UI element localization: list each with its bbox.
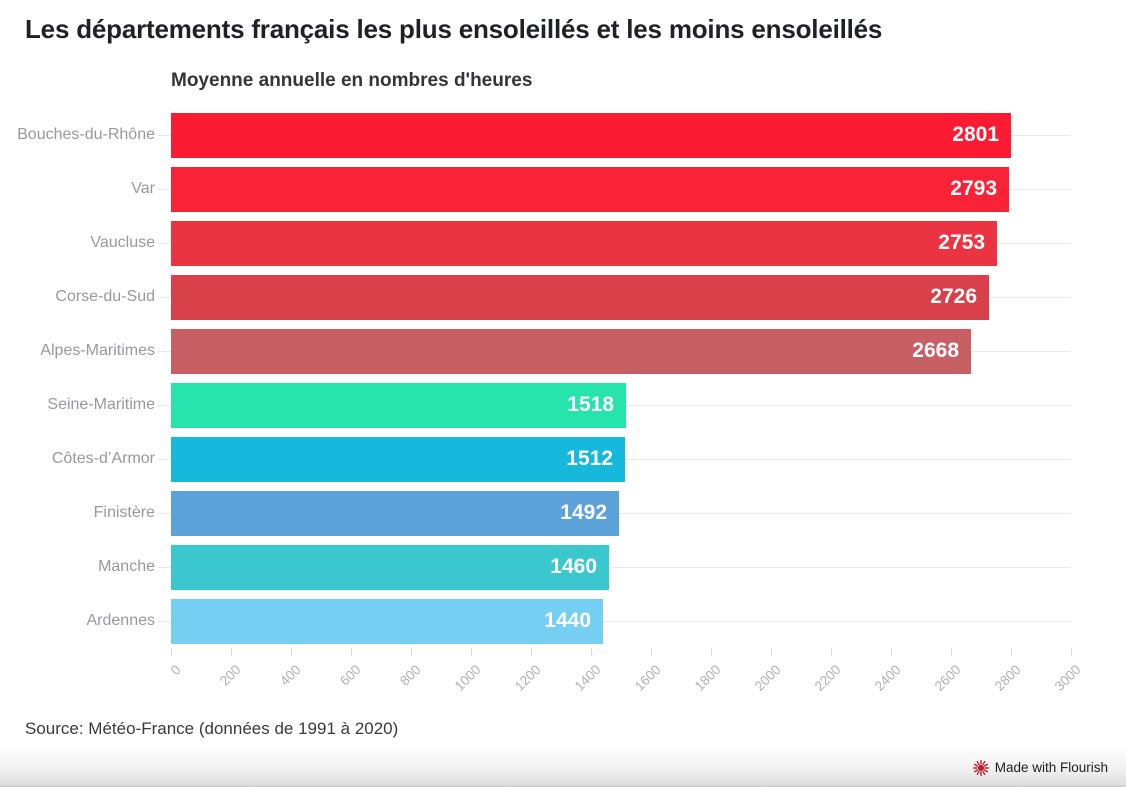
value-label: 1512: [566, 447, 613, 470]
bar-1[interactable]: 2801: [171, 112, 1011, 158]
chart-row: Var 2793: [0, 162, 1126, 216]
row-gridline: [158, 567, 1071, 568]
axis-tick: [471, 648, 472, 656]
value-label: 1518: [567, 393, 614, 416]
axis-tick-label: 800: [397, 662, 424, 689]
axis-tick: [591, 648, 592, 656]
value-label: 1440: [544, 609, 591, 632]
bar-6[interactable]: 1518: [171, 382, 626, 428]
chart-row: Seine-Maritime 1518: [0, 378, 1126, 432]
axis-tick-label: 2000: [751, 662, 784, 694]
chart-row: Vaucluse 2753: [0, 216, 1126, 270]
bar-7[interactable]: 1512: [171, 436, 625, 482]
axis-tick: [651, 648, 652, 656]
axis-tick-label: 2400: [871, 662, 904, 694]
value-label: 1460: [550, 555, 597, 578]
axis-tick-label: 2800: [991, 662, 1024, 694]
category-label: Côtes-d’Armor: [51, 450, 155, 467]
axis-tick: [711, 648, 712, 656]
axis-tick: [171, 648, 172, 656]
row-gridline: [158, 621, 1071, 622]
category-label: Alpes-Maritimes: [40, 342, 155, 359]
axis-tick: [951, 648, 952, 656]
axis-tick-label: 2600: [931, 662, 964, 694]
bar-4[interactable]: 2726: [171, 274, 989, 320]
value-label: 2668: [912, 339, 959, 362]
chart-row: Ardennes 1440: [0, 594, 1126, 648]
axis-tick-label: 0: [167, 662, 184, 678]
axis-tick: [1071, 648, 1072, 656]
chart-row: Alpes-Maritimes 2668: [0, 324, 1126, 378]
x-axis: 0 200 400 600 800 1000 1200 1400 1600 1800 2000 220…: [0, 648, 1126, 708]
credit-label: Made with Flourish: [994, 760, 1108, 775]
value-label: 1492: [560, 501, 607, 524]
category-label: Var: [131, 180, 155, 197]
chart-subtitle: Moyenne annuelle en nombres d'heures: [171, 70, 533, 91]
source-caption: Source: Météo-France (données de 1991 à …: [25, 719, 399, 738]
axis-tick: [1011, 648, 1012, 656]
axis-tick-label: 1200: [511, 662, 544, 694]
axis-tick: [891, 648, 892, 656]
axis-tick: [531, 648, 532, 656]
category-label: Finistère: [93, 504, 155, 521]
bar-2[interactable]: 2793: [171, 166, 1009, 212]
category-label: Bouches-du-Rhône: [17, 126, 155, 143]
axis-tick-label: 200: [217, 662, 244, 689]
chart-title: Les départements français les plus ensol…: [25, 14, 883, 44]
chart-row: Corse-du-Sud 2726: [0, 270, 1126, 324]
axis-tick-label: 1800: [691, 662, 724, 694]
axis-tick: [291, 648, 292, 656]
bar-8[interactable]: 1492: [171, 490, 619, 536]
axis-tick: [831, 648, 832, 656]
axis-tick-label: 600: [337, 662, 364, 689]
axis-tick: [411, 648, 412, 656]
bar-9[interactable]: 1460: [171, 544, 609, 590]
bar-5[interactable]: 2668: [171, 328, 971, 374]
footer-bar: Made with Flourish: [0, 750, 1126, 787]
value-label: 2793: [950, 177, 997, 200]
category-label: Ardennes: [86, 612, 156, 629]
bar-3[interactable]: 2753: [171, 220, 997, 266]
axis-tick: [771, 648, 772, 656]
value-label: 2726: [930, 285, 977, 308]
bar-10[interactable]: 1440: [171, 598, 603, 644]
category-label: Vaucluse: [90, 234, 155, 251]
chart-row: Côtes-d’Armor 1512: [0, 432, 1126, 486]
made-with-flourish-link[interactable]: Made with Flourish: [972, 759, 1108, 776]
axis-tick-label: 3000: [1051, 662, 1084, 694]
category-label: Seine-Maritime: [47, 396, 155, 413]
axis-tick: [231, 648, 232, 656]
flourish-starburst-icon: [972, 759, 989, 776]
value-label: 2753: [938, 231, 985, 254]
category-label: Manche: [98, 558, 155, 575]
axis-tick: [351, 648, 352, 656]
bar-chart-plot: Bouches-du-Rhône 2801 Var 2793 Vaucluse 2753 C…: [0, 108, 1126, 648]
axis-tick-label: 1400: [571, 662, 604, 694]
chart-row: Manche 1460: [0, 540, 1126, 594]
value-label: 2801: [952, 123, 999, 146]
axis-tick-label: 400: [277, 662, 304, 689]
axis-tick-label: 1600: [631, 662, 664, 694]
category-label: Corse-du-Sud: [55, 288, 155, 305]
axis-tick-label: 1000: [451, 662, 484, 694]
chart-row: Finistère 1492: [0, 486, 1126, 540]
chart-row: Bouches-du-Rhône 2801: [0, 108, 1126, 162]
axis-tick-label: 2200: [811, 662, 844, 694]
